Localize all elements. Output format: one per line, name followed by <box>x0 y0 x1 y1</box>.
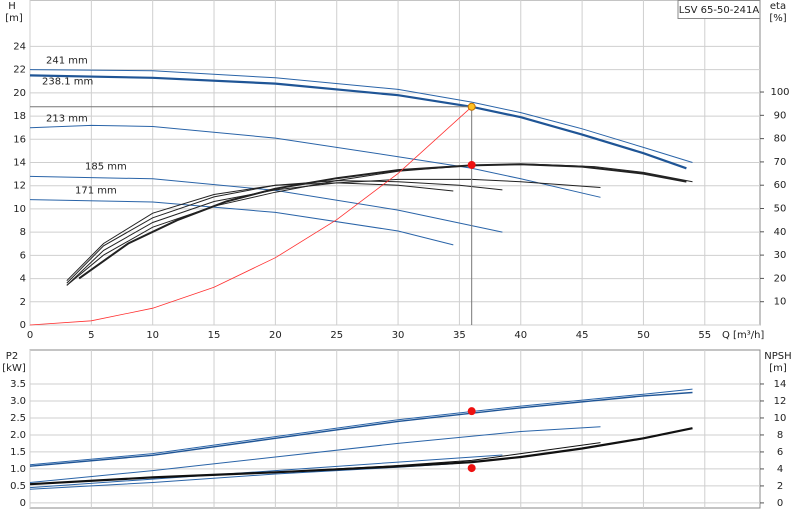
y2-tick-label: 40 <box>774 227 787 238</box>
y2-tick-label: 2 <box>777 481 783 492</box>
y-tick-label: 0 <box>20 498 26 509</box>
y2-tick-label: 12 <box>774 396 787 407</box>
y-axis-label: H <box>8 1 16 12</box>
y-tick-label: 2.5 <box>10 413 26 424</box>
y-axis-unit: [kW] <box>2 363 26 374</box>
x-axis-label: Q [m³/h] <box>722 330 764 341</box>
y2-axis-unit: [m] <box>769 363 787 374</box>
y-tick-label: 4 <box>20 274 26 285</box>
y-axis-label: P2 <box>6 351 18 362</box>
chart-title: LSV 65-50-241A <box>679 5 760 16</box>
y-tick-label: 20 <box>13 88 26 99</box>
y-tick-label: 2 <box>20 297 26 308</box>
y-tick-label: 1.0 <box>10 464 26 475</box>
duty-point <box>467 102 476 111</box>
curve-label: 185 mm <box>85 161 127 172</box>
curve-label: 171 mm <box>75 186 117 197</box>
curve <box>78 163 687 280</box>
curve <box>29 388 693 466</box>
x-tick-label: 35 <box>453 330 466 341</box>
curve <box>29 391 693 467</box>
y-tick-label: 0.5 <box>10 481 26 492</box>
y2-tick-label: 10 <box>774 297 787 308</box>
curve <box>29 426 601 483</box>
curve <box>29 199 454 246</box>
curve <box>29 106 472 326</box>
y2-tick-label: 60 <box>774 180 787 191</box>
y2-tick-label: 6 <box>777 447 783 458</box>
curve-label: 238.1 mm <box>42 76 93 87</box>
y-tick-label: 24 <box>13 41 26 52</box>
y2-axis-label: NPSH <box>764 351 791 362</box>
y-tick-label: 1.5 <box>10 447 26 458</box>
x-tick-label: 55 <box>698 330 711 341</box>
y-tick-label: 3.0 <box>10 396 26 407</box>
y2-tick-label: 90 <box>774 110 787 121</box>
y2-tick-label: 4 <box>777 464 783 475</box>
x-tick-label: 10 <box>146 330 159 341</box>
y2-tick-label: 8 <box>777 430 783 441</box>
plot-area <box>29 349 761 509</box>
curve <box>66 182 454 282</box>
y-tick-label: 2.0 <box>10 430 26 441</box>
x-tick-label: 50 <box>637 330 650 341</box>
curve <box>66 163 693 286</box>
y2-tick-label: 70 <box>774 157 787 168</box>
y-tick-label: 0 <box>20 320 26 331</box>
y-tick-label: 16 <box>13 134 26 145</box>
y-tick-label: 18 <box>13 111 26 122</box>
x-tick-label: 5 <box>88 330 94 341</box>
curve <box>29 454 503 489</box>
x-tick-label: 40 <box>514 330 527 341</box>
y2-tick-label: 100 <box>770 87 789 98</box>
y2-tick-label: 20 <box>774 273 787 284</box>
curve-label: 213 mm <box>46 114 88 125</box>
y-tick-label: 6 <box>20 250 26 261</box>
y-axis-unit: [m] <box>5 13 23 24</box>
x-tick-label: 0 <box>27 330 33 341</box>
title-box <box>677 0 761 19</box>
x-tick-label: 15 <box>208 330 221 341</box>
y2-tick-label: 10 <box>774 413 787 424</box>
duty-point <box>467 464 476 473</box>
y-tick-label: 14 <box>13 158 26 169</box>
duty-point <box>467 160 476 169</box>
y2-tick-label: 50 <box>774 204 787 215</box>
y-tick-label: 12 <box>13 181 26 192</box>
x-tick-label: 20 <box>269 330 282 341</box>
y-tick-label: 10 <box>13 204 26 215</box>
curve <box>29 69 693 163</box>
duty-point <box>467 407 476 416</box>
curve-label: 241 mm <box>46 56 88 67</box>
x-tick-label: 45 <box>576 330 589 341</box>
y2-axis-unit: [%] <box>769 13 786 24</box>
x-tick-label: 25 <box>330 330 343 341</box>
y2-axis-label: eta <box>770 1 786 12</box>
curve <box>66 178 601 286</box>
y-tick-label: 3.5 <box>10 379 26 390</box>
y-tick-label: 22 <box>13 65 26 76</box>
y2-tick-label: 0 <box>777 498 783 509</box>
y2-tick-label: 80 <box>774 134 787 145</box>
x-tick-label: 30 <box>392 330 405 341</box>
y2-tick-label: 14 <box>774 379 787 390</box>
y-tick-label: 8 <box>20 227 26 238</box>
curve <box>29 124 601 198</box>
y2-tick-label: 30 <box>774 250 787 261</box>
curve <box>29 442 601 485</box>
